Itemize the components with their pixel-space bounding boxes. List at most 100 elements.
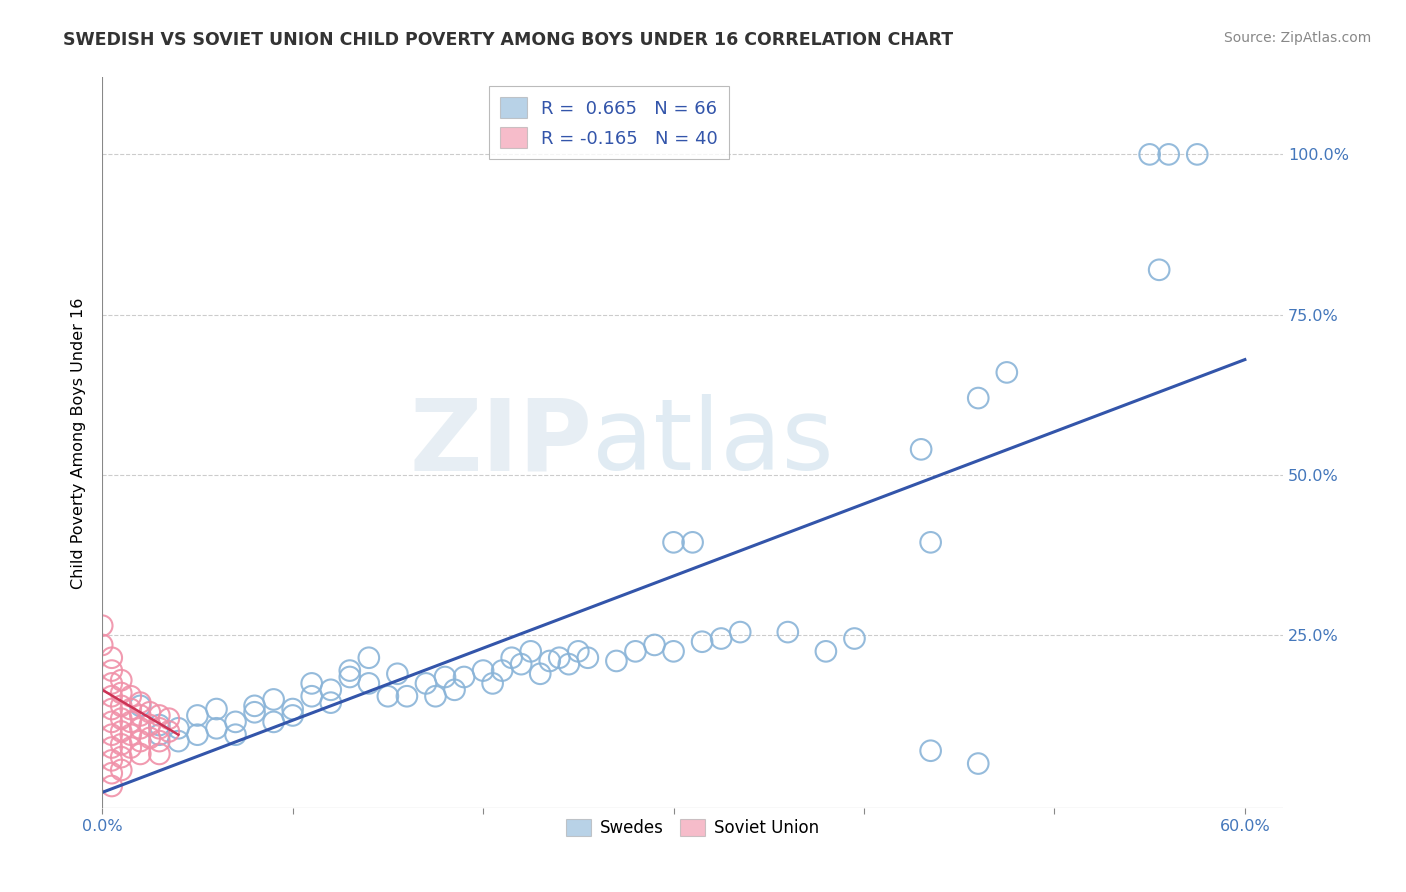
- Point: [548, 650, 571, 665]
- Point: [110, 698, 132, 713]
- Point: [110, 750, 132, 764]
- Point: [728, 625, 751, 640]
- Point: [357, 676, 380, 690]
- Point: [967, 756, 990, 771]
- Point: [281, 708, 304, 723]
- Point: [263, 692, 285, 706]
- Point: [682, 535, 704, 549]
- Point: [148, 708, 170, 723]
- Point: [120, 690, 142, 704]
- Point: [225, 728, 247, 742]
- Point: [1147, 262, 1170, 277]
- Point: [139, 705, 162, 719]
- Point: [301, 690, 323, 704]
- Point: [110, 686, 132, 700]
- Point: [91, 638, 114, 652]
- Point: [776, 625, 799, 640]
- Point: [1187, 147, 1209, 161]
- Point: [491, 664, 513, 678]
- Point: [100, 766, 122, 780]
- Point: [157, 724, 180, 739]
- Point: [100, 740, 122, 755]
- Point: [100, 676, 122, 690]
- Point: [186, 708, 208, 723]
- Point: [1157, 147, 1180, 161]
- Point: [120, 740, 142, 755]
- Point: [387, 666, 409, 681]
- Point: [110, 724, 132, 739]
- Point: [415, 676, 437, 690]
- Point: [319, 696, 342, 710]
- Point: [129, 747, 152, 761]
- Point: [167, 734, 190, 748]
- Point: [100, 779, 122, 793]
- Point: [110, 712, 132, 726]
- Point: [243, 705, 266, 719]
- Text: Source: ZipAtlas.com: Source: ZipAtlas.com: [1223, 31, 1371, 45]
- Point: [100, 650, 122, 665]
- Point: [357, 650, 380, 665]
- Point: [129, 721, 152, 735]
- Point: [519, 644, 541, 658]
- Point: [501, 650, 523, 665]
- Point: [148, 734, 170, 748]
- Point: [110, 763, 132, 777]
- Point: [510, 657, 533, 672]
- Point: [100, 702, 122, 716]
- Point: [967, 391, 990, 405]
- Point: [139, 731, 162, 745]
- Point: [319, 682, 342, 697]
- Point: [100, 728, 122, 742]
- Point: [129, 708, 152, 723]
- Point: [139, 718, 162, 732]
- Point: [157, 712, 180, 726]
- Point: [1139, 147, 1161, 161]
- Point: [395, 690, 418, 704]
- Point: [120, 728, 142, 742]
- Y-axis label: Child Poverty Among Boys Under 16: Child Poverty Among Boys Under 16: [72, 297, 86, 589]
- Point: [472, 664, 495, 678]
- Point: [844, 632, 866, 646]
- Point: [567, 644, 589, 658]
- Point: [100, 753, 122, 767]
- Point: [377, 690, 399, 704]
- Point: [910, 442, 932, 457]
- Point: [425, 690, 447, 704]
- Point: [205, 721, 228, 735]
- Point: [129, 734, 152, 748]
- Point: [920, 744, 942, 758]
- Point: [243, 698, 266, 713]
- Point: [148, 721, 170, 735]
- Point: [690, 634, 713, 648]
- Point: [110, 673, 132, 688]
- Point: [920, 535, 942, 549]
- Point: [120, 702, 142, 716]
- Point: [301, 676, 323, 690]
- Point: [605, 654, 627, 668]
- Point: [995, 365, 1018, 379]
- Point: [148, 728, 170, 742]
- Point: [624, 644, 647, 658]
- Point: [91, 618, 114, 632]
- Point: [205, 702, 228, 716]
- Text: ZIP: ZIP: [409, 394, 592, 491]
- Point: [225, 714, 247, 729]
- Point: [129, 698, 152, 713]
- Point: [167, 721, 190, 735]
- Point: [281, 702, 304, 716]
- Point: [644, 638, 666, 652]
- Point: [576, 650, 599, 665]
- Point: [129, 696, 152, 710]
- Point: [100, 690, 122, 704]
- Point: [710, 632, 733, 646]
- Point: [529, 666, 551, 681]
- Point: [100, 714, 122, 729]
- Point: [481, 676, 503, 690]
- Point: [148, 747, 170, 761]
- Point: [434, 670, 457, 684]
- Text: atlas: atlas: [592, 394, 834, 491]
- Point: [339, 670, 361, 684]
- Point: [662, 644, 685, 658]
- Legend: Swedes, Soviet Union: Swedes, Soviet Union: [560, 813, 825, 844]
- Text: SWEDISH VS SOVIET UNION CHILD POVERTY AMONG BOYS UNDER 16 CORRELATION CHART: SWEDISH VS SOVIET UNION CHILD POVERTY AM…: [63, 31, 953, 49]
